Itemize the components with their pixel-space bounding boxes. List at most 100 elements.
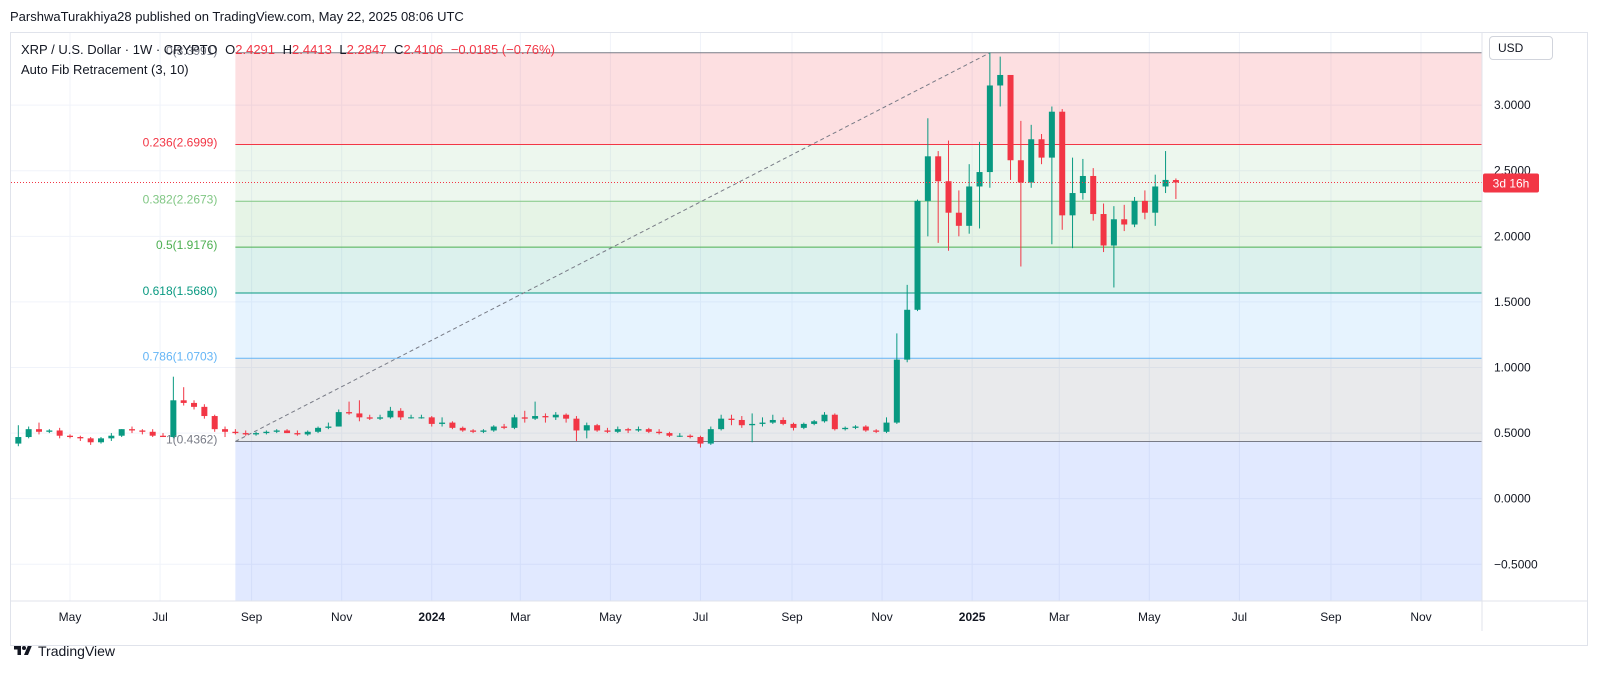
candle-body [35,429,42,432]
x-tick-label: Jul [693,610,708,624]
candle-body [46,430,53,432]
candle-body [242,433,249,435]
tradingview-brand: TradingView [38,643,116,659]
fib-zone [235,247,1482,293]
x-tick-label: Sep [781,610,803,624]
candle-body [656,431,663,434]
candle-body [1152,186,1159,213]
currency-selector[interactable]: USD [1489,36,1553,60]
candle-body [356,413,363,418]
publisher-attribution: ParshwaTurakhiya28 published on TradingV… [10,9,464,24]
candle-body [180,400,187,403]
x-tick-label: Sep [241,610,263,624]
candle-body [687,435,694,438]
x-tick-label: Nov [1410,610,1431,624]
indicator-title[interactable]: Auto Fib Retracement (3, 10) [21,62,189,77]
candle-body [986,85,993,173]
change-value: −0.0185 (−0.76%) [450,42,555,57]
candle-body [573,418,580,431]
candle-body [67,435,73,438]
fib-level-label: 0.786(1.0703) [143,349,218,363]
close-label: C [394,42,404,57]
candle-body [532,416,539,419]
candle-body [108,435,115,439]
candle-body [211,416,218,430]
candle-body [1007,74,1014,161]
x-tick-label: Nov [871,610,892,624]
candle-body [852,426,859,428]
candle-body [635,429,642,431]
candle-body [325,426,332,428]
chart-legend: XRP / U.S. Dollar · 1W · CRYPTO O2.4291 … [21,40,555,80]
candle-body [387,410,394,418]
candle-body [511,417,518,428]
candle-body [862,426,869,431]
candle-body [366,417,373,419]
candle-body [315,427,322,432]
candle-body [614,429,621,432]
candle-body [129,429,136,431]
fib-zone [235,52,1482,145]
fib-trend-line [235,52,991,442]
candle-body [408,417,415,419]
fib-zone-below [235,441,1482,601]
candle-body [149,431,156,436]
fib-level-label: 1(0.4362) [166,432,217,446]
candle-body [883,422,890,432]
candle-body [335,412,342,427]
candle-body [1121,219,1128,225]
fib-zone [235,201,1482,248]
y-tick-label: 0.0000 [1494,492,1531,506]
x-tick-label: Sep [1320,610,1342,624]
x-tick-label: Mar [510,610,531,624]
candle-body [439,422,446,424]
candle-body [232,431,239,434]
candle-body [118,429,125,436]
candle-body [790,423,797,428]
candle-body [501,426,508,428]
candle-body [625,429,632,431]
candle-body [563,414,570,419]
close-value: 2.4106 [403,42,444,57]
candle-body [459,427,466,431]
candle-body [428,417,435,424]
x-tick-label: May [1138,610,1161,624]
candle-body [87,438,94,443]
open-label: O [225,42,236,57]
candle-body [645,429,652,432]
candle-body [955,212,962,226]
candle-body [604,430,611,432]
tradingview-footer[interactable]: TradingView [12,643,115,659]
candle-body [1028,139,1035,183]
candle-body [666,433,673,436]
candle-body [935,156,942,182]
candle-body [25,429,32,438]
candle-body [470,430,477,432]
candle-body [707,429,714,444]
fib-zone [235,144,1482,202]
candle-body [1172,180,1179,183]
candle-body [139,430,146,432]
candle-body [594,425,601,431]
candle-body [160,435,167,438]
candle-body [924,156,931,201]
candle-body [263,431,270,434]
x-tick-label: Mar [1049,610,1070,624]
candle-body [418,417,425,419]
symbol-title[interactable]: XRP / U.S. Dollar · 1W · CRYPTO [21,42,218,57]
candle-body [914,200,921,310]
candle-body [583,425,590,431]
candle-body [15,437,22,444]
candle-body [738,419,745,426]
fib-zone [235,358,1482,442]
candle-body [1141,200,1148,213]
fib-level-label: 0.236(2.6999) [143,136,218,150]
chart-frame [10,32,1588,646]
x-tick-label: Nov [331,610,352,624]
y-tick-label: 1.0000 [1494,361,1531,375]
candle-body [811,421,818,424]
candle-body [997,74,1004,86]
candle-body [1017,160,1024,183]
candle-body [718,418,725,430]
